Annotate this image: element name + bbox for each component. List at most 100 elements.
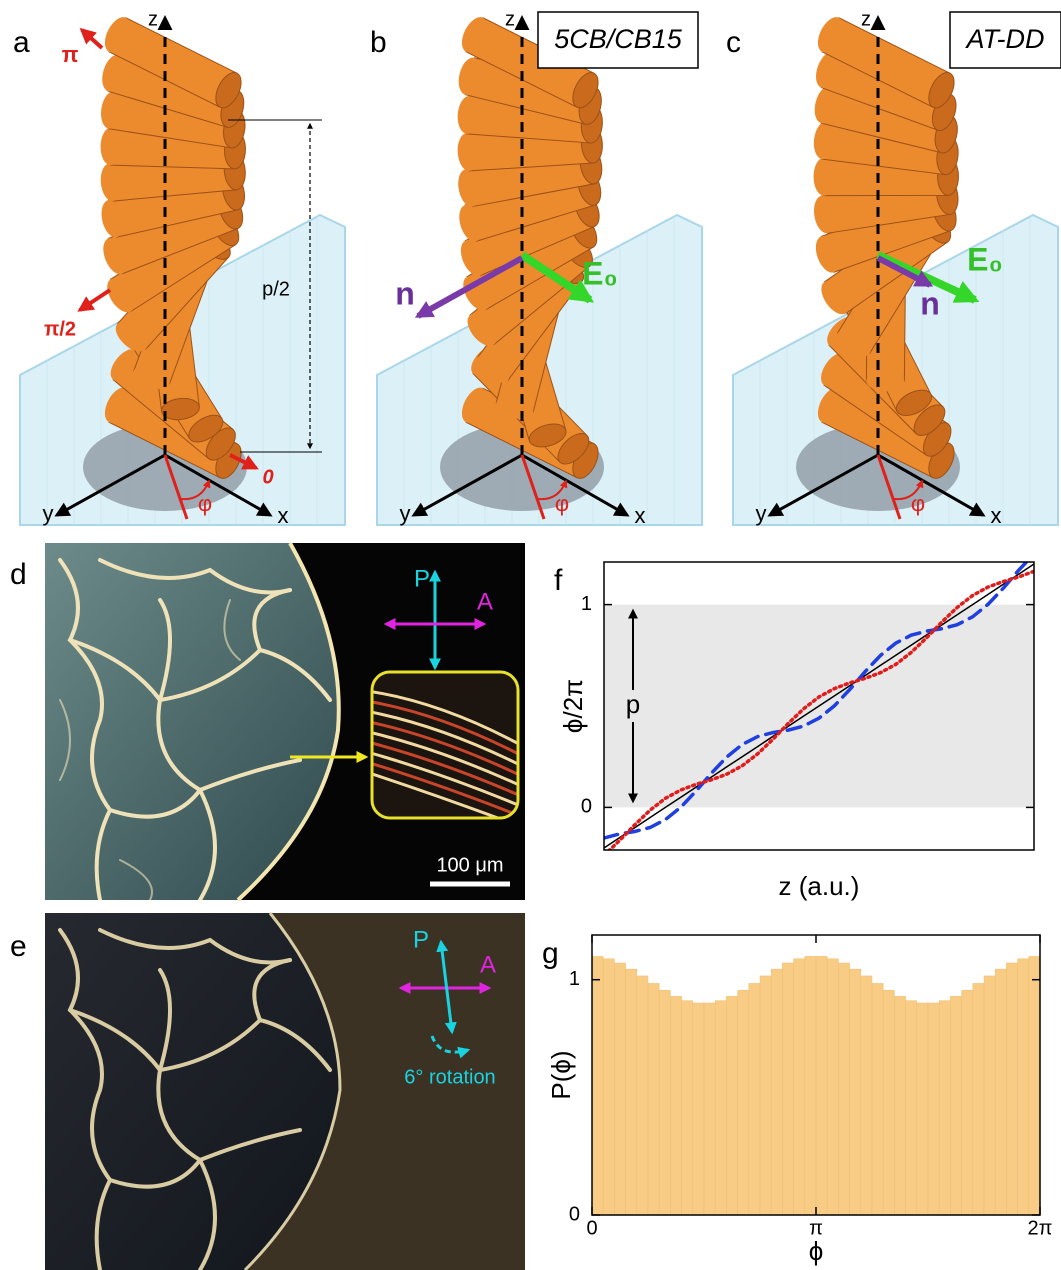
bar	[670, 996, 681, 1215]
y-label: y	[43, 501, 54, 526]
bar	[850, 969, 861, 1215]
panel-label: f	[554, 564, 563, 597]
bar	[659, 990, 670, 1215]
micrograph-d: P A 100 μm d	[10, 543, 530, 900]
y-tick-label: 1	[581, 593, 592, 615]
bar	[928, 1003, 939, 1215]
bar	[883, 990, 894, 1215]
angle-label: φ	[198, 491, 212, 516]
bar	[794, 959, 805, 1215]
pitch-label: p/2	[262, 278, 290, 300]
bar	[749, 983, 760, 1215]
bar	[626, 969, 637, 1215]
bar	[603, 959, 614, 1215]
bar	[1006, 963, 1017, 1215]
bar	[760, 976, 771, 1215]
body: P A 100 μm d P A 6° rotation e z x y φ a π π/2…	[0, 0, 1061, 1270]
annotation: p	[626, 689, 640, 719]
bar	[962, 990, 973, 1215]
x-label: x	[278, 503, 289, 528]
field-label: E₀	[967, 241, 1003, 277]
material-label: 5CB/CB15	[554, 24, 683, 54]
panel-label: e	[10, 930, 27, 963]
panel-label: d	[10, 558, 27, 591]
angle-label: φ	[911, 491, 925, 516]
y-tick-label: 0	[569, 1203, 580, 1225]
panel-label: a	[13, 26, 30, 59]
bar	[1029, 956, 1040, 1215]
panel-label: b	[370, 26, 387, 59]
bar	[973, 983, 984, 1215]
x-axis-title: z (a.u.)	[779, 871, 860, 901]
bar	[872, 983, 883, 1215]
bar	[805, 956, 816, 1215]
bar	[939, 1001, 950, 1215]
y-label: y	[400, 501, 411, 526]
field-label: E₀	[582, 255, 618, 291]
bar	[1018, 959, 1029, 1215]
figure: P A 100 μm d P A 6° rotation e z x y φ a π π/2…	[0, 0, 1061, 1270]
page: Helix figure {"panels": { "a": {"label":…	[0, 0, 1061, 1270]
bar	[682, 1001, 693, 1215]
bar	[995, 969, 1006, 1215]
helix-panel: z x y φ b n E₀ 5CB/CB15	[370, 8, 702, 528]
direction-label: π	[62, 42, 79, 67]
y-axis-title: P(ϕ)	[546, 1050, 576, 1099]
bar	[693, 1003, 704, 1215]
chart: 010π2πgϕP(ϕ)	[542, 935, 1052, 1266]
director-label: n	[395, 275, 415, 311]
x-label: x	[991, 503, 1002, 528]
rod-back	[814, 158, 835, 196]
bar	[950, 996, 961, 1215]
bar	[782, 963, 793, 1215]
direction-label: π/2	[44, 318, 76, 340]
bar	[637, 976, 648, 1215]
bar	[816, 956, 827, 1215]
helix-panel: z x y φ c n E₀ AT-DD	[726, 8, 1061, 528]
z-label: z	[148, 8, 158, 30]
bar	[917, 1003, 928, 1215]
x-tick-label: 0	[586, 1217, 597, 1239]
chart: p 0 1f z (a.u.) ϕ/2π	[554, 554, 1034, 901]
x-tick-label: 2π	[1028, 1217, 1053, 1239]
bar	[838, 963, 849, 1215]
material-label: AT-DD	[964, 24, 1044, 54]
angle-label: φ	[555, 491, 569, 516]
polarizer-label: P	[413, 926, 429, 953]
bar	[861, 976, 872, 1215]
y-tick-label: 1	[569, 968, 580, 990]
rotation-label: 6° rotation	[404, 1066, 495, 1088]
polarizer-label: P	[414, 565, 430, 592]
direction-arrow	[80, 290, 110, 310]
micrograph-e: P A 6° rotation e	[10, 913, 525, 1270]
bar	[738, 990, 749, 1215]
z-label: z	[505, 8, 515, 30]
bar	[648, 983, 659, 1215]
director-label: n	[920, 285, 940, 321]
bar	[715, 1001, 726, 1215]
bar	[906, 1001, 917, 1215]
direction-arrow	[82, 30, 102, 48]
analyzer-label: A	[477, 588, 493, 615]
panel-label: c	[726, 26, 741, 59]
x-axis-title: ϕ	[809, 1236, 824, 1266]
helix-panels: zxyφaππ/20p/2zxyφbnE₀5CB/CB15zxyφcnE₀AT-…	[13, 8, 1061, 528]
analyzer-label: A	[480, 951, 496, 978]
bar	[771, 969, 782, 1215]
helix-panel: zxyφaππ/20p/2	[13, 8, 345, 528]
bar	[704, 1003, 715, 1215]
bar	[894, 996, 905, 1215]
panel-label: g	[542, 937, 559, 970]
bar	[592, 956, 603, 1215]
bar	[827, 959, 838, 1215]
y-label: y	[756, 501, 767, 526]
bar	[984, 976, 995, 1215]
bar	[726, 996, 737, 1215]
x-label: x	[635, 503, 646, 528]
y-axis-title: ϕ/2π	[558, 679, 588, 733]
scale-bar-label: 100 μm	[436, 854, 503, 876]
y-tick-label: 0	[581, 796, 592, 818]
z-label: z	[861, 8, 871, 30]
bar	[614, 963, 625, 1215]
